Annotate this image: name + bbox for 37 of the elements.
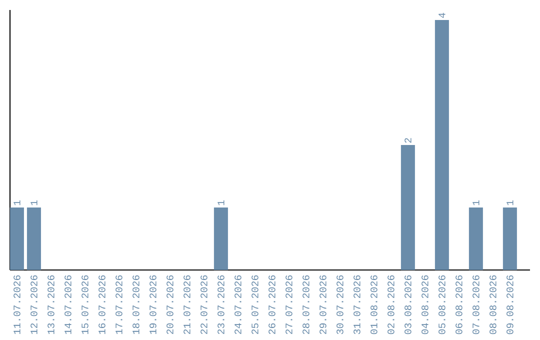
x-tick-label: 22.07.2026	[200, 275, 208, 334]
x-tick-label: 31.07.2026	[354, 275, 360, 334]
x-tick-label: 24.07.2026	[234, 275, 242, 334]
x-tick-label: 04.08.2026	[422, 275, 428, 334]
x-tick-label: 09.08.2026	[506, 275, 514, 334]
x-tick-label: 19.07.2026	[150, 275, 156, 334]
data-label: 1	[218, 200, 224, 206]
x-tick-label: 08.08.2026	[490, 275, 496, 334]
x-tick-label: 28.07.2026	[302, 275, 310, 334]
x-tick-label: 14.07.2026	[64, 275, 72, 334]
x-tick-label: 26.07.2026	[268, 275, 276, 334]
x-tick-label: 21.07.2026	[184, 275, 190, 334]
data-label: 1	[472, 200, 480, 206]
data-label: 1	[14, 200, 20, 206]
x-tick-label: 17.07.2026	[116, 275, 122, 334]
data-label: 4	[438, 12, 446, 18]
x-tick-label: 11.07.2026	[14, 275, 20, 334]
x-tick-label: 25.07.2026	[252, 275, 258, 334]
x-tick-label: 15.07.2026	[82, 275, 88, 334]
x-tick-label: 23.07.2026	[218, 275, 224, 334]
x-tick-label: 13.07.2026	[48, 275, 54, 334]
data-label: 1	[30, 200, 38, 206]
x-tick-label: 07.08.2026	[472, 275, 480, 334]
data-label: 2	[404, 138, 412, 143]
x-tick-label: 16.07.2026	[98, 275, 106, 334]
x-tick-label: 06.08.2026	[456, 275, 462, 334]
x-tick-label: 03.08.2026	[404, 275, 412, 334]
x-tick-label: 29.07.2026	[320, 275, 326, 334]
x-tick-label: 05.08.2026	[438, 275, 446, 334]
x-tick-label: 01.08.2026	[370, 275, 378, 334]
data-label: 1	[506, 200, 514, 206]
x-tick-label: 20.07.2026	[166, 275, 174, 334]
x-tick-label: 27.07.2026	[286, 275, 292, 334]
x-tick-label: 02.08.2026	[388, 275, 394, 334]
x-tick-label: 18.07.2026	[132, 275, 140, 334]
x-tick-label: 12.07.2026	[30, 275, 38, 334]
x-tick-label: 30.07.2026	[336, 275, 344, 334]
